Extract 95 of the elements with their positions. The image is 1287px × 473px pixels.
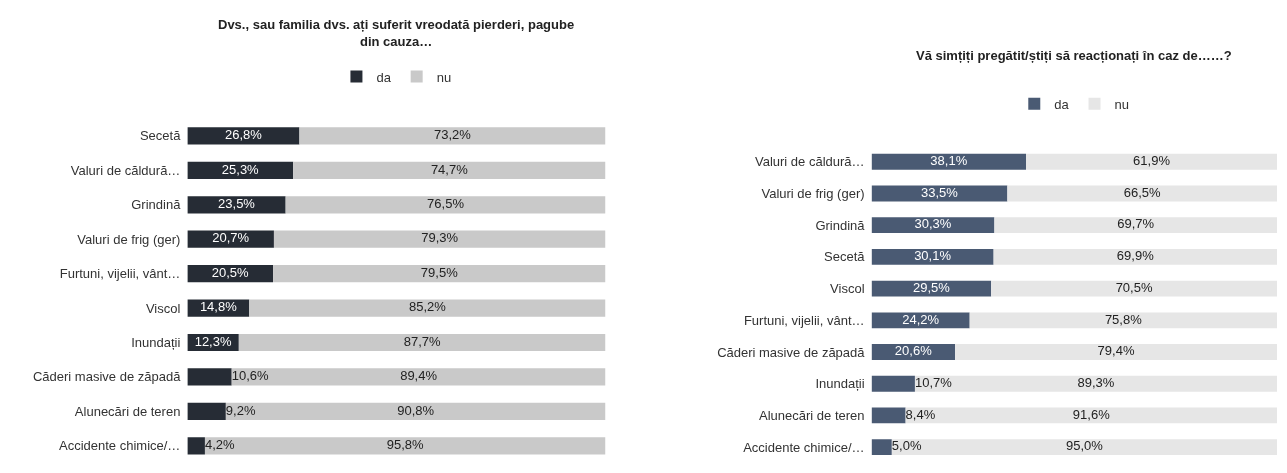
y-tick-label: Inundații	[131, 335, 181, 351]
bar	[993, 248, 1277, 265]
y-tick-label: Inundații	[815, 376, 865, 392]
y-tick-label: Valuri de căldură…	[754, 154, 865, 170]
bar	[187, 127, 300, 145]
data-label: 23,5%	[218, 196, 256, 212]
data-label: 29,5%	[912, 279, 951, 295]
y-tick-label: Valuri de frig (ger)	[761, 186, 865, 202]
chart-title: Dvs., sau familia dvs. ați suferit vreodată pierderi, pagube din cauza…	[218, 17, 575, 49]
data-label: 89,3%	[1077, 374, 1115, 390]
data-label: 12,3%	[194, 333, 232, 349]
bar	[871, 248, 994, 265]
data-label: 79,4%	[1097, 343, 1135, 359]
data-label: 26,8%	[224, 127, 263, 143]
bar	[1026, 153, 1277, 170]
y-tick-label: Furtuni, vijelii, vânt…	[743, 312, 865, 328]
bar	[231, 368, 606, 386]
data-label: 70,5%	[1115, 279, 1153, 295]
y-tick-label: Valuri de căldură…	[70, 162, 181, 178]
legend-label: da	[376, 69, 392, 85]
bar	[1007, 185, 1277, 202]
bar	[871, 280, 992, 297]
bar	[273, 230, 606, 248]
y-tick-label: Accidente chimice/…	[743, 439, 865, 455]
data-label: 73,2%	[434, 127, 472, 143]
data-label: 10,6%	[231, 368, 269, 384]
data-label: 75,8%	[1104, 311, 1143, 327]
chart-title: Vă simțiți pregătit/știți să reacționați în caz de……?	[916, 48, 1232, 63]
data-label: 5,0%	[891, 438, 922, 454]
bar	[238, 333, 606, 352]
bar	[187, 368, 232, 386]
bar	[187, 437, 205, 455]
data-label: 69,9%	[1116, 248, 1155, 264]
data-label: 24,2%	[902, 311, 940, 327]
data-label: 69,7%	[1117, 216, 1155, 232]
data-label: 89,4%	[400, 368, 438, 384]
data-label: 25,3%	[221, 161, 260, 177]
legend-label: nu	[1114, 96, 1129, 112]
data-label: 30,3%	[914, 216, 952, 232]
bar	[273, 265, 606, 283]
y-tick-label: Furtuni, vijelii, vânt…	[59, 266, 181, 282]
bar	[285, 196, 606, 214]
data-label: 74,7%	[430, 161, 469, 177]
y-tick-label: Alunecări de teren	[74, 403, 181, 419]
data-label: 79,5%	[420, 264, 459, 280]
data-label: 30,1%	[914, 248, 952, 264]
legend-label: da	[1054, 96, 1070, 112]
y-tick-label: Grindină	[131, 197, 182, 213]
y-tick-label: Secetă	[824, 249, 866, 265]
bar	[871, 153, 1027, 170]
bar	[293, 161, 606, 179]
data-label: 20,7%	[212, 230, 250, 246]
y-tick-label: Căderi masive de zăpadă	[32, 369, 182, 385]
bar	[969, 312, 1277, 329]
data-label: 79,3%	[421, 230, 459, 246]
bar	[187, 402, 226, 420]
data-label: 95,0%	[1065, 438, 1104, 454]
data-label: 4,2%	[204, 437, 236, 453]
y-tick-label: Valuri de frig (ger)	[77, 231, 181, 247]
y-tick-label: Căderi masive de zăpadă	[717, 344, 866, 360]
data-label: 85,2%	[408, 299, 447, 315]
data-label: 10,7%	[914, 374, 953, 390]
data-label: 95,8%	[386, 437, 425, 453]
y-tick-label: Accidente chimice/…	[58, 438, 181, 454]
y-tick-label: Grindină	[815, 217, 866, 233]
y-tick-label: Viscol	[830, 281, 865, 297]
bar	[914, 375, 1277, 392]
bar	[871, 375, 915, 392]
data-label: 14,8%	[199, 299, 238, 315]
y-tick-label: Alunecări de teren	[759, 407, 865, 423]
bar	[871, 407, 906, 424]
bar	[249, 299, 606, 317]
bar	[891, 439, 1277, 456]
data-label: 76,5%	[427, 196, 465, 212]
legend-label: nu	[436, 69, 452, 85]
data-label: 90,8%	[397, 402, 435, 418]
y-tick-label: Secetă	[139, 128, 182, 144]
data-label: 91,6%	[1072, 406, 1111, 422]
bar	[204, 437, 606, 455]
bar	[299, 127, 606, 145]
bar	[871, 439, 892, 456]
data-label: 9,2%	[225, 402, 256, 418]
bar	[225, 402, 606, 420]
bar	[991, 280, 1277, 297]
data-label: 66,5%	[1123, 184, 1162, 200]
data-label: 20,5%	[211, 264, 250, 280]
data-label: 33,5%	[921, 184, 959, 200]
bar	[994, 217, 1277, 234]
data-label: 61,9%	[1133, 153, 1171, 168]
y-tick-label: Viscol	[145, 300, 181, 316]
bar	[955, 344, 1277, 360]
data-label: 87,7%	[403, 333, 442, 349]
data-label: 38,1%	[930, 153, 968, 168]
data-label: 20,6%	[894, 343, 933, 359]
data-label: 8,4%	[905, 406, 936, 422]
